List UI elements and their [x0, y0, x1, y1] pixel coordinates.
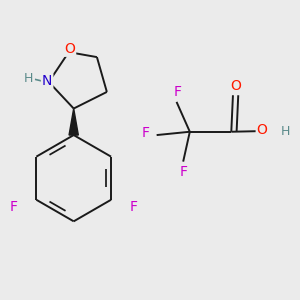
Text: O: O	[230, 79, 241, 93]
Text: N: N	[42, 74, 52, 88]
Text: H: H	[280, 124, 290, 138]
Text: F: F	[180, 165, 188, 178]
Text: O: O	[257, 123, 268, 137]
Text: F: F	[129, 200, 137, 214]
Text: F: F	[142, 126, 150, 140]
Text: O: O	[64, 42, 75, 56]
Text: F: F	[10, 200, 18, 214]
Text: F: F	[173, 85, 181, 99]
Polygon shape	[69, 109, 78, 135]
Text: H: H	[24, 72, 34, 85]
